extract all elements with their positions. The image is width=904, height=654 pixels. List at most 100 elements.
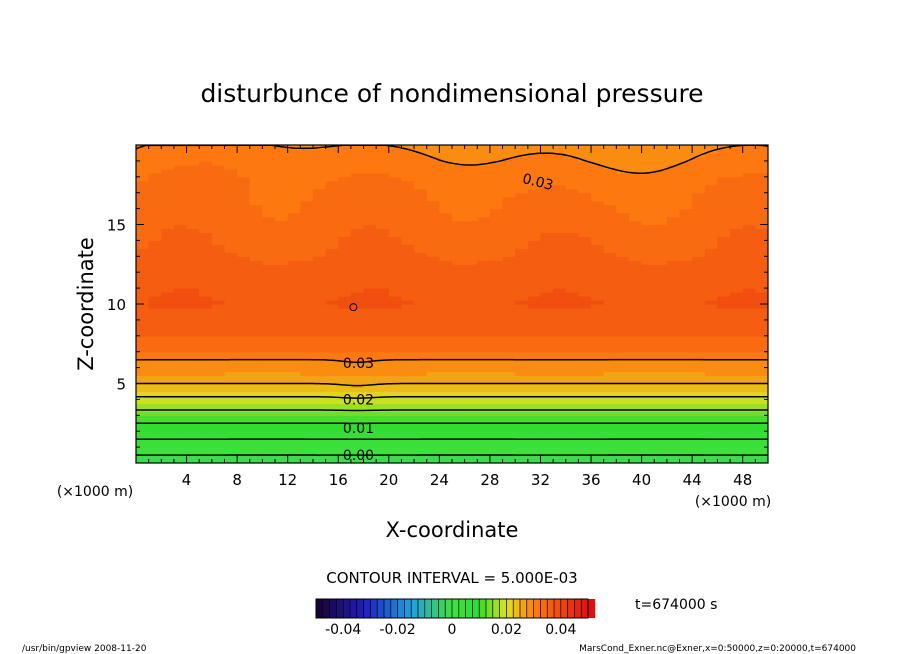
field-cell: [199, 180, 213, 186]
field-cell: [186, 200, 200, 206]
field-cell: [628, 276, 643, 281]
field-cell: [325, 311, 339, 317]
field-cell: [502, 435, 516, 440]
field-cell: [591, 311, 605, 317]
field-cell: [300, 296, 314, 301]
field-cell: [148, 148, 162, 154]
field-cell: [578, 145, 592, 150]
field-cell: [666, 355, 681, 361]
field-cell: [275, 220, 289, 226]
field-cell: [603, 224, 617, 230]
field-cell: [704, 379, 719, 385]
field-cell: [173, 252, 188, 257]
field-cell: [338, 148, 352, 154]
field-cell: [262, 359, 276, 365]
field-cell: [376, 200, 390, 206]
field-cell: [363, 343, 377, 349]
field-cell: [730, 292, 744, 297]
field-cell: [553, 184, 567, 190]
field-cell: [489, 228, 504, 234]
field-cell: [388, 148, 403, 154]
field-cell: [477, 224, 491, 230]
field-cell: [603, 160, 617, 166]
field-cell: [540, 307, 554, 313]
field-cell: [376, 176, 390, 182]
field-cell: [730, 280, 744, 285]
field-cell: [540, 411, 554, 416]
field-cell: [148, 455, 162, 460]
field-cell: [325, 220, 339, 226]
field-cell: [338, 304, 352, 309]
field-cell: [439, 272, 453, 277]
field-cell: [338, 228, 352, 234]
field-cell: [603, 272, 617, 277]
field-cell: [578, 439, 592, 444]
field-cell: [325, 447, 339, 452]
field-cell: [553, 180, 567, 186]
field-cell: [502, 411, 516, 416]
field-cell: [628, 431, 643, 436]
field-cell: [654, 280, 668, 285]
field-cell: [730, 363, 744, 369]
field-cell: [287, 164, 301, 170]
field-cell: [666, 304, 681, 309]
field-cell: [565, 443, 579, 448]
field-cell: [717, 327, 731, 333]
field-cell: [224, 164, 238, 170]
field-cell: [401, 315, 415, 321]
field-cell: [148, 367, 162, 373]
field-cell: [452, 371, 466, 377]
field-cell: [136, 296, 150, 301]
field-cell: [414, 379, 428, 385]
field-cell: [641, 395, 655, 401]
field-cell: [628, 427, 643, 432]
field-cell: [173, 272, 188, 277]
field-cell: [262, 443, 276, 448]
field-cell: [578, 415, 592, 420]
field-cell: [363, 160, 377, 166]
field-cell: [464, 387, 478, 393]
field-cell: [350, 355, 365, 361]
field-cell: [439, 292, 453, 297]
field-cell: [249, 260, 263, 265]
field-cell: [515, 427, 529, 432]
field-cell: [527, 284, 542, 289]
field-cell: [591, 292, 605, 297]
field-cell: [401, 204, 415, 210]
field-cell: [338, 300, 352, 305]
field-cell: [275, 443, 289, 448]
field-cell: [578, 307, 592, 313]
field-cell: [755, 359, 768, 365]
field-cell: [666, 200, 681, 206]
field-cell: [692, 447, 706, 452]
field-cell: [300, 184, 314, 190]
field-cell: [489, 216, 504, 222]
field-cell: [312, 359, 327, 365]
field-cell: [755, 387, 768, 393]
field-cell: [578, 152, 592, 158]
field-cell: [338, 423, 352, 428]
field-cell: [262, 184, 276, 190]
field-cell: [654, 399, 668, 404]
field-cell: [325, 208, 339, 214]
field-cell: [224, 427, 238, 432]
field-cell: [452, 145, 466, 150]
field-cell: [224, 387, 238, 393]
field-cell: [388, 292, 403, 297]
field-cell: [679, 212, 693, 218]
field-cell: [666, 403, 681, 408]
field-cell: [515, 379, 529, 385]
field-cell: [704, 156, 719, 162]
field-cell: [287, 431, 301, 436]
field-cell: [186, 359, 200, 365]
field-cell: [704, 347, 719, 353]
field-cell: [565, 152, 579, 158]
field-cell: [666, 459, 681, 463]
field-cell: [262, 423, 276, 428]
field-cell: [439, 375, 453, 381]
field-cell: [439, 240, 453, 245]
field-cell: [654, 403, 668, 408]
field-cell: [338, 145, 352, 150]
field-cell: [249, 307, 263, 313]
field-cell: [628, 304, 643, 309]
